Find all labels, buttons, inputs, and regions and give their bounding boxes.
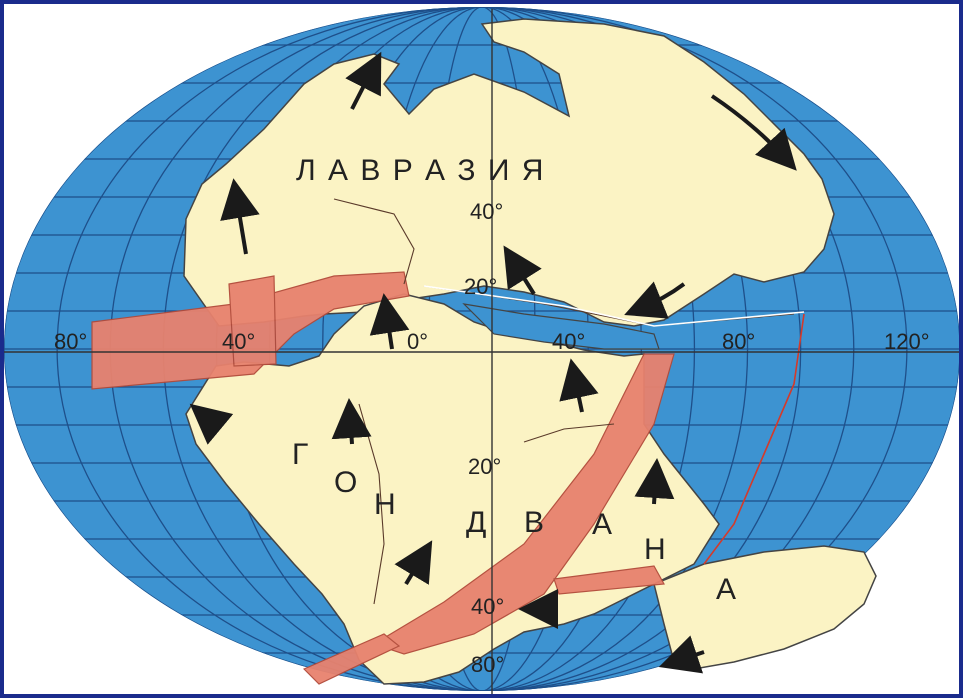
plate-motion-arrow-icon [189,403,234,445]
plate-motion-arrows [189,51,797,674]
plate-motion-arrow-icon [658,635,705,674]
lat-label-n40: 40° [470,199,503,224]
plate-motion-arrow-icon [559,358,599,413]
gondwana-letter-5: В [524,506,546,539]
plate-motion-arrow-icon [634,458,675,505]
laurasia-label: Л А В Р А З И Я [296,154,545,187]
lat-label-s80: 80° [471,652,504,677]
transform-line-white [423,285,805,327]
transform-line-red [703,313,805,565]
lon-label-0: 0° [407,329,428,354]
gondwana-letter-6: А [592,508,614,541]
plate-motion-arrow-icon [624,281,686,319]
gondwana-letter-8: А [716,573,738,606]
rift-atlantic [228,275,277,367]
plate-motion-arrow-icon [369,293,410,350]
plate-motion-arrow-icon [331,398,372,445]
plate-motion-arrow-icon [345,51,382,110]
gondwana-letter-2: О [334,466,359,499]
lon-label-w40: 40° [222,329,255,354]
plate-motion-arrow-icon [394,540,433,586]
lat-label-s40: 40° [471,594,504,619]
lon-label-e40: 40° [552,329,585,354]
gondwana-letter-7: Н [644,533,668,566]
gondwana-letter-1: Г [292,438,310,471]
lon-label-w80: 80° [54,329,87,354]
pangaea-map: Л А В Р А З И Я Г О Н Д В А Н А 80° 40° … [4,7,959,694]
rift-southwest [302,633,401,685]
tethys-inlet [462,303,660,350]
meridian-line [56,7,908,691]
lon-label-e120: 120° [884,329,930,354]
gondwana-letter-4: Д [466,506,488,539]
gondwana-letter-3: Н [374,488,398,521]
lon-label-e80: 80° [722,329,755,354]
lat-label-s20: 20° [468,454,501,479]
plate-motion-arrow-icon [220,178,260,255]
plate-motion-arrow-icon [503,245,542,296]
plate-motion-arrow-icon [710,94,797,171]
lat-label-n20: 20° [464,274,497,299]
